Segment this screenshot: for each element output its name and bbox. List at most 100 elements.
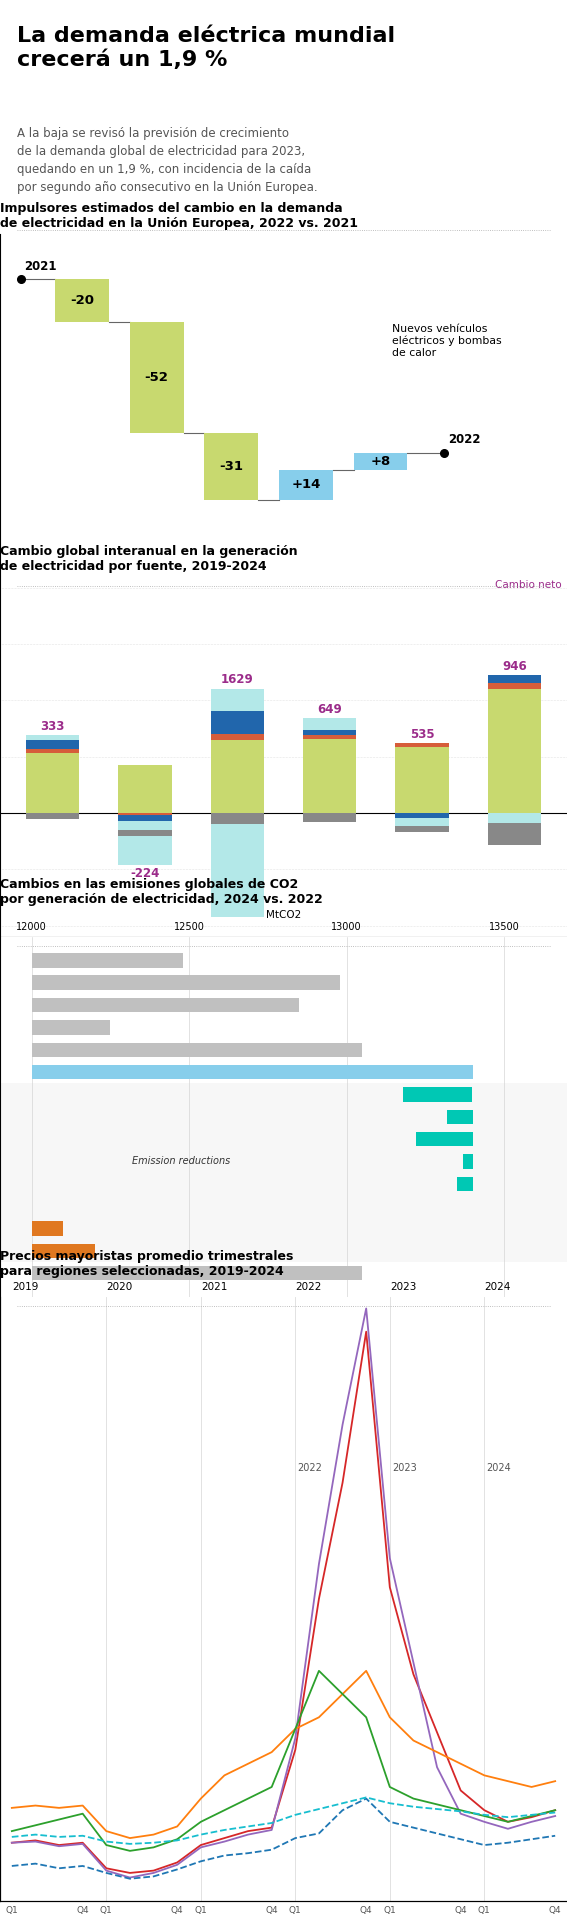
India	[174, 1830, 180, 1853]
Text: 1629: 1629	[221, 674, 253, 687]
Text: Cambio neto: Cambio neto	[494, 580, 561, 589]
Francia	[9, 1832, 15, 1855]
Text: -31: -31	[219, 461, 243, 472]
Text: 649: 649	[318, 703, 342, 716]
Bar	[303, 735, 357, 739]
Australia	[245, 1788, 252, 1811]
Japón	[363, 1659, 370, 1682]
Australia	[126, 1839, 133, 1862]
Bar	[488, 822, 541, 845]
India	[387, 1791, 393, 1814]
Francia	[410, 1651, 417, 1674]
Australia	[315, 1659, 322, 1682]
Japón	[150, 1824, 157, 1847]
Alemania	[126, 1860, 133, 1884]
Bar	[354, 453, 407, 470]
Japón	[268, 1741, 275, 1764]
Bar	[403, 1087, 472, 1102]
Text: 2021: 2021	[24, 259, 57, 273]
Francia	[552, 1805, 558, 1828]
Text: Impulsores estimados del cambio en la demanda
de electricidad en la Unión Europe: Impulsores estimados del cambio en la de…	[0, 202, 358, 230]
EE.UU.	[197, 1849, 204, 1872]
EE.UU.	[481, 1834, 488, 1857]
Text: -20: -20	[70, 294, 94, 307]
EE.UU.	[268, 1837, 275, 1860]
Bar	[457, 1177, 472, 1190]
Bar	[118, 822, 172, 829]
EE.UU.	[150, 1864, 157, 1887]
Francia	[79, 1832, 86, 1855]
Text: 2022: 2022	[447, 434, 480, 445]
EE.UU.	[103, 1860, 110, 1884]
Francia	[528, 1811, 535, 1834]
Japón	[481, 1764, 488, 1788]
Alemania	[174, 1851, 180, 1874]
Bar	[447, 1110, 472, 1123]
Text: +14: +14	[291, 478, 320, 492]
Text: -224: -224	[130, 868, 160, 879]
Australia	[552, 1799, 558, 1822]
Alemania	[9, 1832, 15, 1855]
Japón	[174, 1814, 180, 1837]
Japón	[221, 1764, 228, 1788]
Alemania	[79, 1832, 86, 1855]
Bar	[118, 829, 172, 835]
India	[245, 1814, 252, 1837]
Text: Incluye cambio de comportamiento en el consumo en el sector residencial y de
ser: Incluye cambio de comportamiento en el c…	[0, 637, 362, 670]
Francia	[339, 1413, 346, 1436]
Francia	[103, 1859, 110, 1882]
Japón	[315, 1705, 322, 1728]
Bar	[32, 952, 183, 968]
Alemania	[292, 1738, 299, 1761]
Francia	[268, 1818, 275, 1841]
Bar	[210, 689, 264, 710]
India	[9, 1826, 15, 1849]
Francia	[56, 1836, 62, 1859]
India	[197, 1824, 204, 1847]
Text: Precios mayoristas promedio trimestrales
para regiones seleccionadas, 2019-2024: Precios mayoristas promedio trimestrales…	[0, 1250, 293, 1279]
Bar	[118, 812, 172, 816]
Bar	[26, 741, 79, 749]
India	[79, 1824, 86, 1847]
Legend: Renovables, Nuclear, Gas, Carbón, Otras no renovables: Renovables, Nuclear, Gas, Carbón, Otras …	[5, 968, 311, 983]
Japón	[552, 1770, 558, 1793]
Australia	[528, 1805, 535, 1828]
Australia	[56, 1809, 62, 1832]
Francia	[292, 1726, 299, 1749]
EE.UU.	[505, 1832, 511, 1855]
Bar	[205, 434, 258, 499]
Japón	[387, 1705, 393, 1728]
Alemania	[505, 1811, 511, 1834]
Alemania	[387, 1576, 393, 1599]
Australia	[174, 1828, 180, 1851]
Bar	[395, 743, 449, 747]
Australia	[79, 1803, 86, 1826]
Francia	[221, 1830, 228, 1853]
EE.UU.	[32, 1853, 39, 1876]
Australia	[32, 1814, 39, 1837]
Japón	[434, 1741, 441, 1764]
Bar	[303, 812, 357, 822]
Bar	[32, 1043, 362, 1058]
EE.UU.	[339, 1799, 346, 1822]
EE.UU.	[363, 1788, 370, 1811]
Bar	[26, 753, 79, 812]
Alemania	[363, 1321, 370, 1344]
EE.UU.	[387, 1811, 393, 1834]
Japón	[9, 1797, 15, 1820]
Japón	[410, 1730, 417, 1753]
India	[126, 1832, 133, 1855]
Bar	[210, 812, 264, 824]
Text: 946: 946	[502, 660, 527, 672]
Japón	[197, 1788, 204, 1811]
Bar	[463, 1154, 472, 1169]
Australia	[481, 1805, 488, 1828]
EE.UU.	[457, 1828, 464, 1851]
EE.UU.	[174, 1859, 180, 1882]
EE.UU.	[552, 1824, 558, 1847]
India	[32, 1824, 39, 1847]
Japón	[79, 1793, 86, 1816]
Alemania	[221, 1826, 228, 1849]
Bar	[55, 278, 109, 323]
Francia	[434, 1755, 441, 1778]
